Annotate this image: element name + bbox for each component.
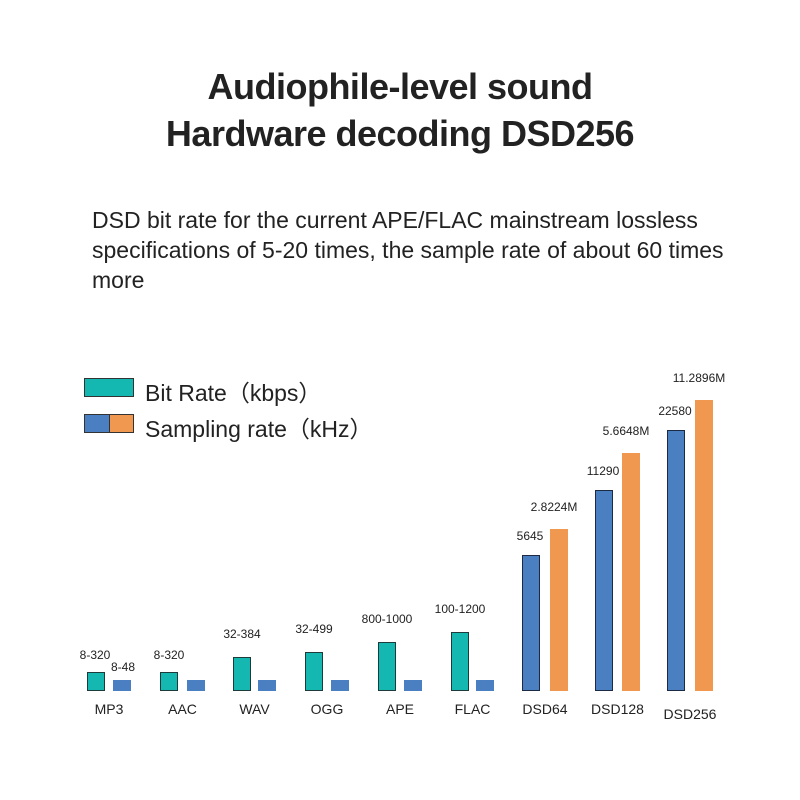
bar-dsd64-orange	[550, 529, 568, 691]
bar-ogg-teal	[305, 652, 323, 691]
value-label-mp3-blue: 8-48	[110, 660, 136, 674]
bar-flac-teal	[451, 632, 469, 691]
value-label-ogg-teal: 32-499	[295, 622, 333, 636]
category-label-dsd64: DSD64	[522, 701, 568, 717]
category-label-aac: AAC	[168, 701, 197, 717]
bar-mp3-teal	[87, 672, 105, 691]
bar-aac-teal	[160, 672, 178, 691]
value-label-dsd256-blue: 22580	[658, 404, 692, 418]
bar-dsd256-orange	[695, 400, 713, 691]
category-label-dsd256: DSD256	[663, 706, 717, 722]
legend-swatch-sampling-orange	[109, 414, 134, 433]
value-label-wav-teal: 32-384	[223, 627, 261, 641]
title-line-2: Hardware decoding DSD256	[165, 113, 635, 154]
bar-wav-teal	[233, 657, 251, 691]
category-label-ape: APE	[385, 701, 415, 717]
bar-mp3-blue	[113, 680, 131, 691]
bar-dsd256-blue	[667, 430, 685, 691]
value-label-dsd256-orange: 11.2896M	[672, 371, 726, 385]
value-label-ape-teal: 800-1000	[361, 612, 413, 626]
category-label-ogg: OGG	[310, 701, 344, 717]
legend-swatch-bitrate	[84, 378, 134, 397]
category-label-dsd128: DSD128	[591, 701, 644, 717]
legend-label-bitrate: Bit Rate（kbps）	[145, 380, 322, 406]
category-label-flac: FLAC	[454, 701, 491, 717]
bar-flac-blue	[476, 680, 494, 691]
value-label-flac-teal: 100-1200	[434, 602, 486, 616]
bar-dsd128-blue	[595, 490, 613, 691]
bar-aac-blue	[187, 680, 205, 691]
category-label-mp3: MP3	[94, 701, 124, 717]
bar-ape-teal	[378, 642, 396, 691]
bar-dsd64-blue	[522, 555, 540, 691]
value-label-dsd64-orange: 2.8224M	[530, 500, 578, 514]
bar-wav-blue	[258, 680, 276, 691]
legend-label-sampling: Sampling rate（kHz）	[145, 416, 373, 442]
title-line-1: Audiophile-level sound	[207, 66, 593, 107]
bar-ogg-blue	[331, 680, 349, 691]
value-label-dsd64-blue: 5645	[516, 529, 544, 543]
description: DSD bit rate for the current APE/FLAC ma…	[92, 207, 724, 293]
bar-dsd128-orange	[622, 453, 640, 691]
value-label-aac-teal: 8-320	[153, 648, 185, 662]
legend-swatch-sampling-blue	[84, 414, 110, 433]
value-label-dsd128-blue: 11290	[586, 464, 620, 478]
value-label-mp3-teal: 8-320	[79, 648, 111, 662]
category-label-wav: WAV	[239, 701, 270, 717]
bar-ape-blue	[404, 680, 422, 691]
value-label-dsd128-orange: 5.6648M	[602, 424, 650, 438]
